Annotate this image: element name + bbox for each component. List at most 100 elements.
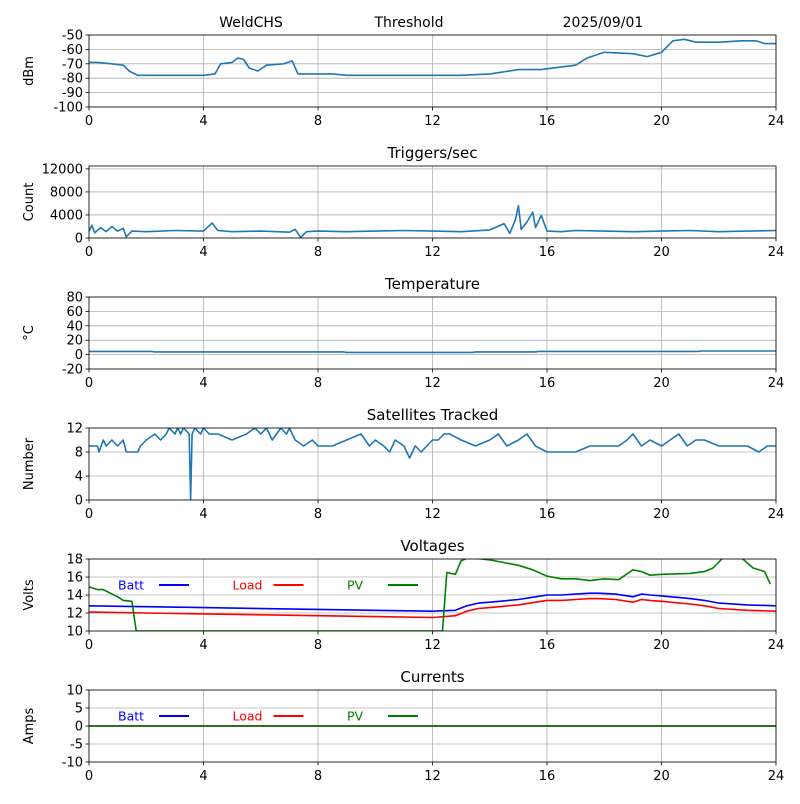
- legend-label-batt: Batt: [118, 709, 144, 724]
- x-tick-label: 0: [85, 507, 93, 522]
- series-group: [89, 428, 776, 500]
- y-tick-label: 20: [66, 334, 83, 349]
- y-tick-label: -80: [62, 72, 83, 87]
- y-tick-label: 10: [66, 625, 83, 640]
- plot-frame: [88, 296, 777, 370]
- x-tick-label: 24: [768, 507, 785, 522]
- series-group: [89, 204, 776, 238]
- x-tick-label: 20: [653, 114, 670, 129]
- y-tick-label: -5: [70, 738, 83, 753]
- plot-frame: [88, 427, 777, 501]
- series-line-batt: [89, 592, 776, 613]
- series-group: [89, 350, 776, 354]
- y-axis-label: dBm: [22, 56, 37, 86]
- x-tick-label: 4: [199, 769, 207, 784]
- chart-title: Voltages: [400, 537, 464, 555]
- chart-title: Satellites Tracked: [367, 406, 498, 424]
- y-tick-label: 12: [66, 422, 83, 437]
- y-tick-label: 80: [66, 291, 83, 306]
- x-tick-label: 24: [768, 376, 785, 391]
- y-axis-label: Amps: [22, 707, 37, 744]
- header-mode: Threshold: [374, 15, 444, 31]
- y-tick-label: -60: [62, 43, 83, 58]
- x-tick-label: 20: [653, 245, 670, 260]
- x-tick-label: 20: [653, 376, 670, 391]
- x-tick-label: 12: [424, 376, 441, 391]
- series-line: [89, 350, 776, 354]
- x-tick-label: 12: [424, 507, 441, 522]
- chart-title: Currents: [400, 668, 464, 686]
- series-group: [89, 38, 776, 77]
- x-tick-label: 24: [768, 769, 785, 784]
- x-tick-label: 8: [314, 245, 322, 260]
- x-tick-label: 8: [314, 114, 322, 129]
- series-line: [89, 204, 776, 238]
- chart-panel-6: 0 4 8 12 16 20 24 -10 -5 0 5 10 Batt Load PV Currents Am…: [22, 668, 784, 784]
- y-axis-label: Count: [22, 183, 37, 222]
- header-date: 2025/09/01: [563, 15, 644, 31]
- x-tick-label: 16: [539, 638, 556, 653]
- x-tick-label: 0: [85, 376, 93, 391]
- x-tick-label: 16: [539, 376, 556, 391]
- x-tick-label: 8: [314, 376, 322, 391]
- y-tick-label: -10: [62, 756, 83, 771]
- legend-label-load: Load: [233, 709, 263, 724]
- y-axis-label: °C: [22, 325, 37, 341]
- y-tick-label: 8: [75, 446, 83, 461]
- x-tick-label: 0: [85, 245, 93, 260]
- x-tick-label: 4: [199, 507, 207, 522]
- chart-title: Temperature: [384, 275, 480, 293]
- x-tick-label: 12: [424, 638, 441, 653]
- chart-panel-5: 0 4 8 12 16 20 24 10 12 14 16 18 Batt Load PV Voltages V…: [22, 537, 784, 653]
- series-line: [89, 428, 776, 500]
- plot-frame: [88, 689, 777, 763]
- y-tick-label: 18: [66, 553, 83, 568]
- x-tick-label: 16: [539, 114, 556, 129]
- plot-frame: [88, 34, 777, 108]
- x-tick-label: 16: [539, 507, 556, 522]
- x-tick-label: 16: [539, 769, 556, 784]
- y-tick-label: 0: [75, 232, 83, 247]
- y-tick-label: 0: [75, 720, 83, 735]
- y-tick-label: 4000: [50, 208, 83, 223]
- x-tick-label: 8: [314, 638, 322, 653]
- y-tick-label: 12: [66, 607, 83, 622]
- chart-title: Triggers/sec: [387, 144, 478, 162]
- x-tick-label: 20: [653, 638, 670, 653]
- chart-panel-4: 0 4 8 12 16 20 24 0 4 8 12 Satellites Tracked Number: [22, 406, 784, 522]
- x-tick-label: 12: [424, 245, 441, 260]
- y-tick-label: 40: [66, 319, 83, 334]
- y-tick-label: -90: [62, 86, 83, 101]
- legend-label-batt: Batt: [118, 578, 144, 593]
- x-tick-label: 0: [85, 769, 93, 784]
- x-tick-label: 12: [424, 769, 441, 784]
- x-tick-label: 24: [768, 245, 785, 260]
- plot-frame: [88, 558, 777, 632]
- x-tick-label: 0: [85, 638, 93, 653]
- y-tick-label: -50: [62, 29, 83, 44]
- y-tick-label: 16: [66, 571, 83, 586]
- header-station: WeldCHS: [219, 15, 283, 31]
- legend-label-pv: PV: [347, 578, 364, 593]
- y-tick-label: 0: [75, 494, 83, 509]
- y-tick-label: -20: [62, 363, 83, 378]
- x-tick-label: 20: [653, 769, 670, 784]
- x-tick-label: 4: [199, 114, 207, 129]
- y-tick-label: 12000: [42, 162, 83, 177]
- y-tick-label: 4: [75, 470, 83, 485]
- y-tick-label: 5: [75, 702, 83, 717]
- y-tick-label: 8000: [50, 185, 83, 200]
- x-tick-label: 4: [199, 245, 207, 260]
- x-tick-label: 4: [199, 638, 207, 653]
- x-tick-label: 20: [653, 507, 670, 522]
- series-line-pv: [89, 559, 772, 631]
- x-tick-label: 24: [768, 114, 785, 129]
- y-tick-label: 10: [66, 684, 83, 699]
- plot-frame: [88, 165, 777, 239]
- x-tick-label: 24: [768, 638, 785, 653]
